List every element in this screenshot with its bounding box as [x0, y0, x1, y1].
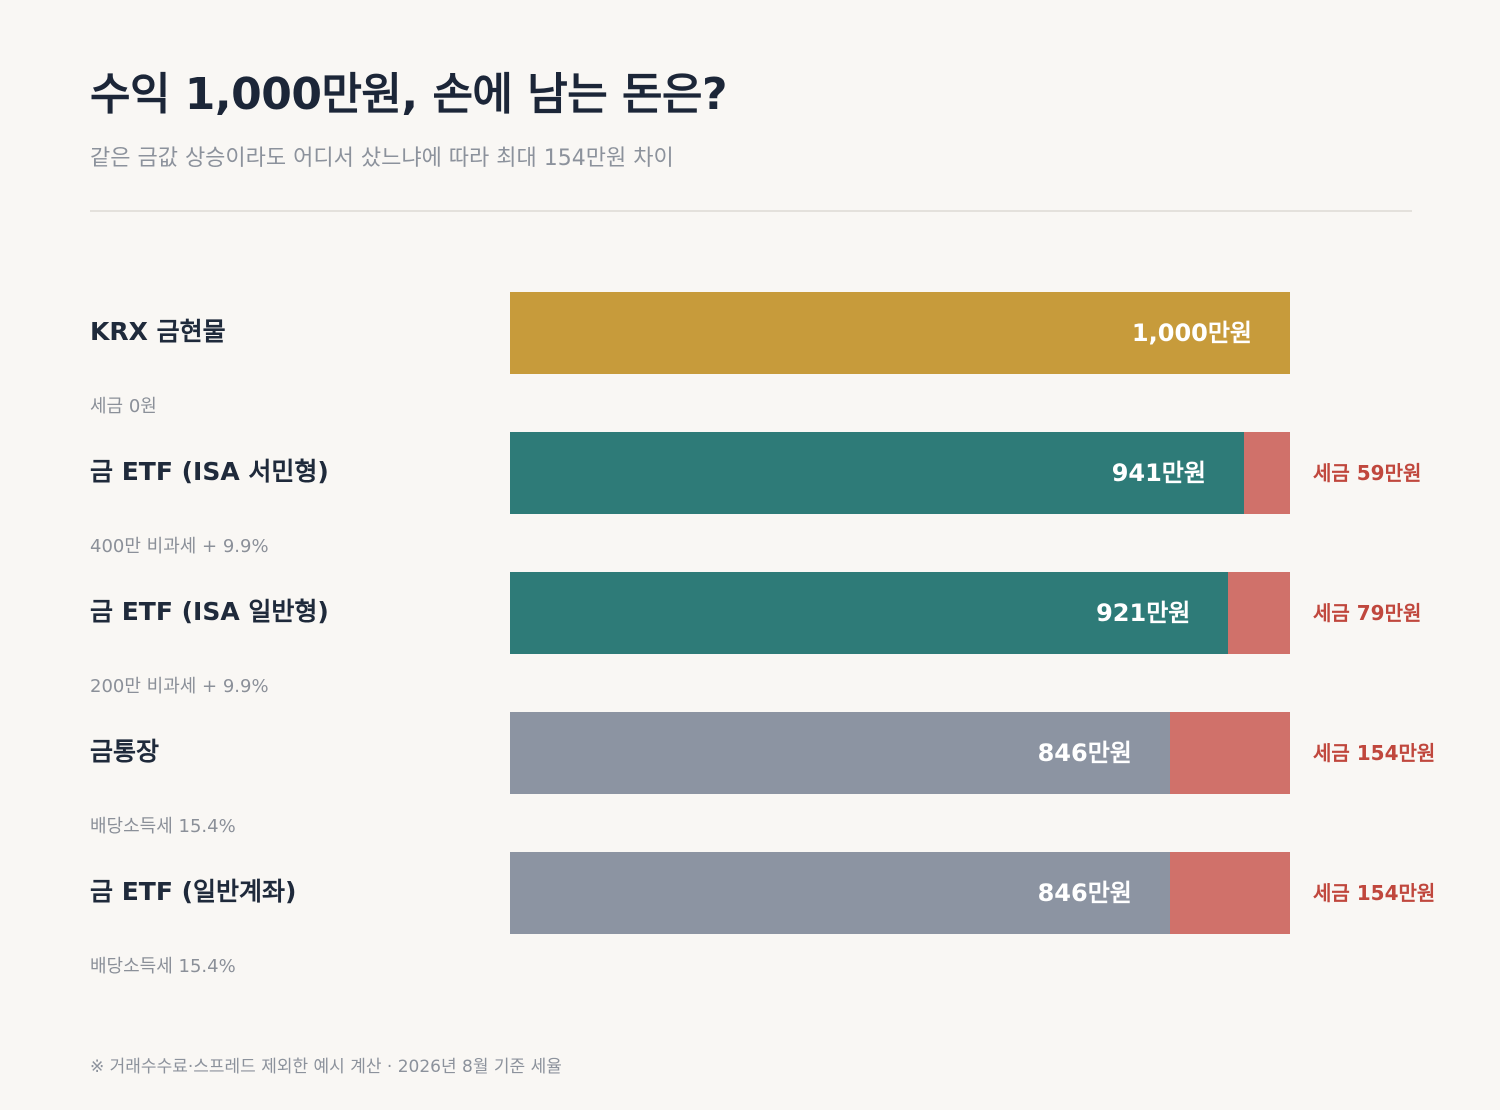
- category-sublabel: 배당소득세 15.4%: [90, 956, 236, 977]
- chart-row: 금 ETF (일반계좌) 배당소득세 15.4% 846만원 세금 154만원: [0, 852, 1500, 992]
- net-value-label: 941만원: [1111, 459, 1206, 487]
- net-value-label: 1,000만원: [1131, 319, 1252, 347]
- tax-value-label: 세금 154만원: [1313, 881, 1436, 905]
- net-value-label: 921만원: [1096, 599, 1191, 627]
- chart-row: 금 ETF (ISA 일반형) 200만 비과세 + 9.9% 921만원 세금 79…: [0, 572, 1500, 712]
- category-sublabel: 배당소득세 15.4%: [90, 816, 236, 837]
- tax-amount-bar: [1169, 712, 1290, 794]
- category-label: 금 ETF (ISA 서민형): [90, 457, 329, 486]
- net-amount-bar: [510, 712, 1170, 794]
- tax-value-label: 세금 154만원: [1313, 741, 1436, 765]
- tax-amount-bar: [1169, 852, 1290, 934]
- category-label: 금통장: [90, 737, 160, 766]
- net-amount-bar: [510, 292, 1290, 374]
- net-value-label: 846만원: [1037, 879, 1132, 907]
- header-divider: [90, 210, 1412, 212]
- tax-amount-bar: [1243, 432, 1290, 514]
- net-amount-bar: [510, 852, 1170, 934]
- tax-amount-bar: [1228, 572, 1290, 654]
- category-sublabel: 세금 0원: [90, 396, 157, 417]
- chart-row: 금 ETF (ISA 서민형) 400만 비과세 + 9.9% 941만원 세금 59…: [0, 432, 1500, 572]
- category-label: 금 ETF (ISA 일반형): [90, 597, 329, 626]
- net-amount-bar: [510, 572, 1229, 654]
- footnote: ※ 거래수수료·스프레드 제외한 예시 계산 · 2026년 8월 기준 세율: [90, 1057, 562, 1077]
- category-sublabel: 200만 비과세 + 9.9%: [90, 676, 269, 697]
- net-value-label: 846만원: [1037, 739, 1132, 767]
- category-sublabel: 400만 비과세 + 9.9%: [90, 536, 269, 557]
- category-label: KRX 금현물: [90, 317, 226, 346]
- category-label: 금 ETF (일반계좌): [90, 877, 297, 906]
- tax-value-label: 세금 59만원: [1313, 461, 1422, 485]
- tax-value-label: 세금 79만원: [1313, 601, 1422, 625]
- chart-subtitle: 같은 금값 상승이라도 어디서 샀느냐에 따라 최대 154만원 차이: [90, 146, 674, 171]
- net-amount-bar: [510, 432, 1244, 514]
- chart-title: 수익 1,000만원, 손에 남는 돈은?: [90, 69, 728, 120]
